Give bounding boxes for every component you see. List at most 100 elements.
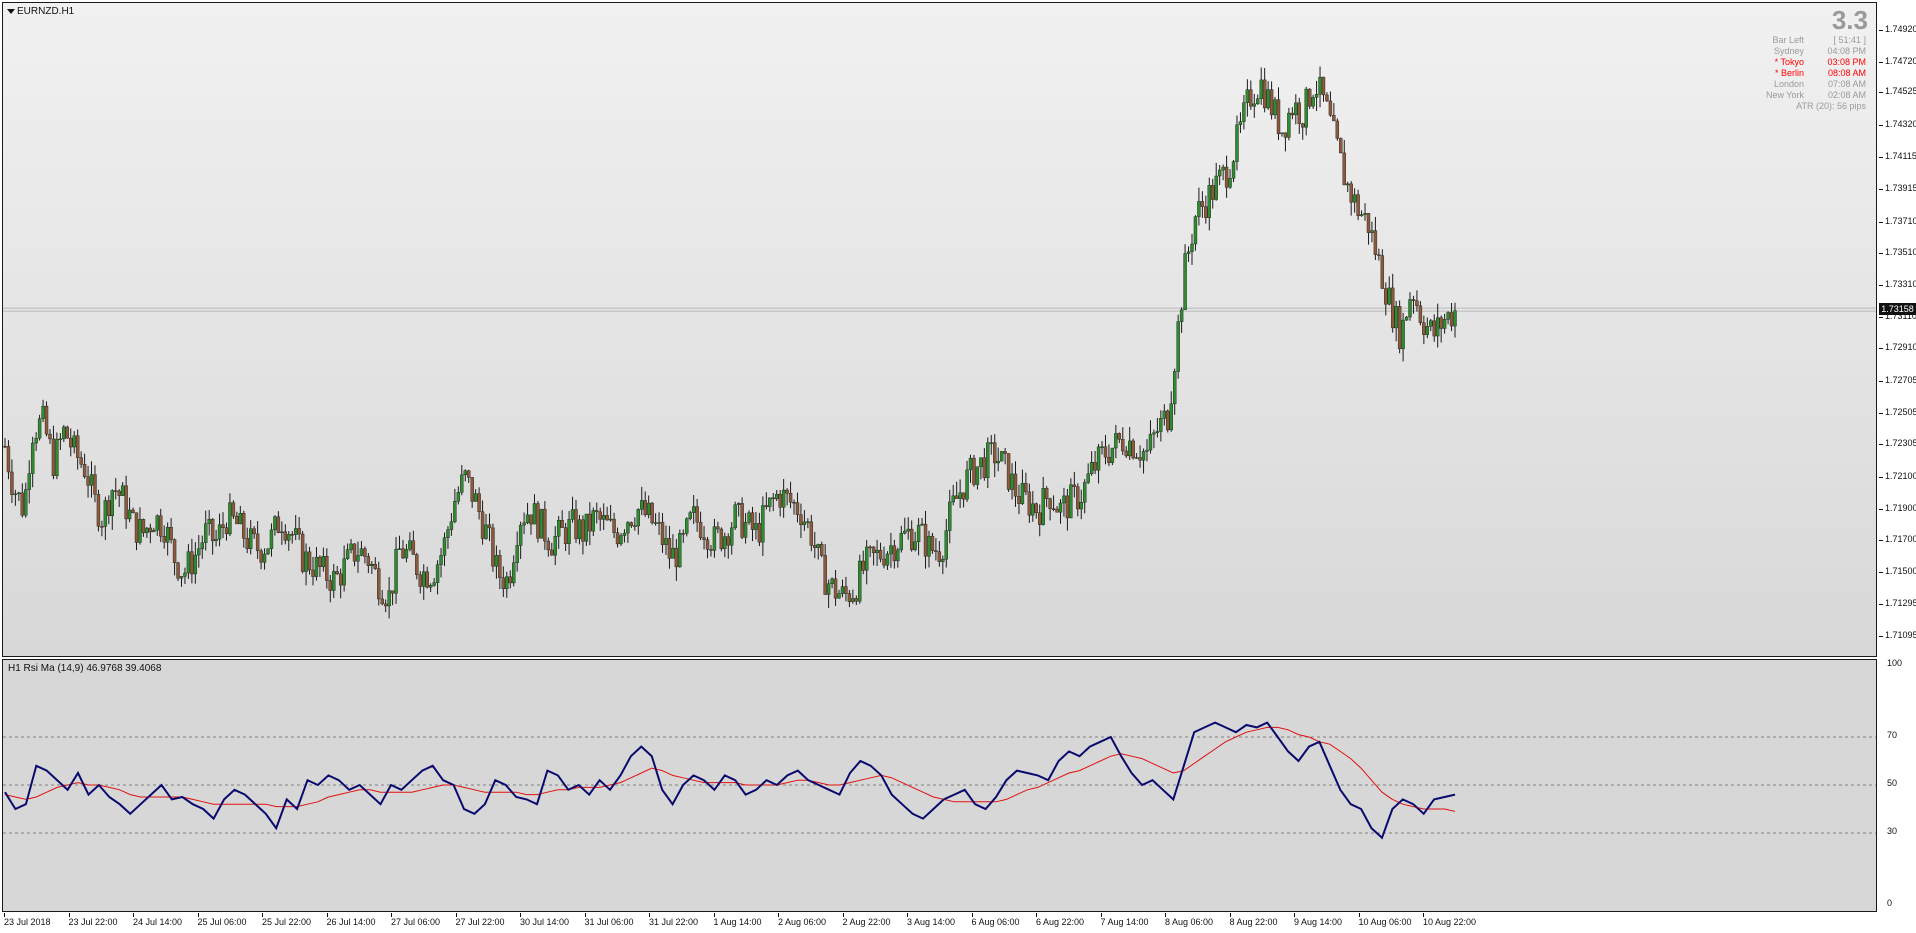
- rsi-tick-label: 30: [1887, 826, 1898, 836]
- candle-body: [1346, 183, 1350, 186]
- candle-body: [664, 538, 668, 545]
- candle-body: [1429, 320, 1433, 327]
- candle-body: [131, 509, 135, 513]
- price-chart-panel[interactable]: EURNZD.H1 3.3 Bar Left [ 51:41 ] Sydney 04:…: [2, 2, 1877, 657]
- time-axis[interactable]: 23 Jul 2018 23 Jul 22:00 24 Jul 14:00 25 Ju…: [2, 913, 1877, 933]
- candle-body: [598, 511, 602, 520]
- candle-body: [1044, 488, 1049, 499]
- candle-body: [695, 506, 699, 523]
- candle-body: [477, 493, 481, 512]
- candle-body: [975, 466, 980, 485]
- candle-body: [338, 573, 343, 586]
- candle-body: [304, 551, 308, 572]
- candle-body: [965, 469, 969, 500]
- candle-body: [802, 521, 807, 526]
- candle-body: [761, 505, 765, 543]
- candle-body: [1425, 326, 1430, 335]
- candle-body: [280, 531, 284, 534]
- candle-body: [681, 533, 685, 535]
- candle-body: [1183, 253, 1187, 311]
- candle-body: [1318, 76, 1322, 95]
- candle-body: [1221, 166, 1225, 171]
- time-tick-label: 25 Jul 06:00: [197, 913, 247, 927]
- time-tick-label: 31 Jul 22:00: [649, 913, 699, 927]
- candle-body: [1086, 473, 1090, 483]
- candle-body: [667, 538, 672, 559]
- candle-body: [491, 527, 495, 567]
- candle-body: [806, 521, 810, 524]
- candle-body: [172, 539, 177, 564]
- candle-body: [636, 509, 640, 527]
- candle-body: [1058, 502, 1063, 513]
- candle-body: [993, 442, 997, 464]
- time-tick-label: 1 Aug 14:00: [713, 913, 762, 927]
- candle-body: [920, 523, 924, 526]
- candle-body: [1307, 88, 1312, 107]
- candle-body: [383, 603, 388, 607]
- candle-body: [127, 509, 132, 520]
- candle-body: [377, 568, 381, 600]
- candle-body: [110, 490, 114, 517]
- candle-body: [349, 543, 353, 550]
- candle-body: [757, 523, 762, 543]
- candle-body: [138, 519, 142, 543]
- candle-body: [311, 569, 315, 577]
- candle-body: [577, 519, 582, 540]
- candle-body: [1096, 446, 1101, 471]
- candle-body: [982, 457, 987, 478]
- candle-body: [989, 442, 993, 444]
- time-tick-label: 2 Aug 22:00: [842, 913, 891, 927]
- candle-body: [674, 547, 679, 568]
- candle-body: [255, 533, 260, 552]
- candle-body: [882, 558, 886, 566]
- price-tick-label: 1.71295: [1879, 598, 1916, 609]
- candle-body: [1079, 502, 1083, 510]
- candle-body: [709, 549, 713, 551]
- candle-body: [176, 562, 180, 579]
- candle-body: [525, 514, 530, 524]
- candle-body: [1069, 484, 1073, 519]
- candle-body: [217, 524, 222, 540]
- price-tick-label: 1.71900: [1879, 502, 1916, 513]
- candle-body: [204, 523, 208, 543]
- session-row: * Tokyo 03:08 PM: [1766, 57, 1866, 68]
- candle-body: [736, 503, 741, 505]
- rsi-ma-line: [4, 726, 1456, 812]
- candle-body: [685, 518, 689, 534]
- rsi-axis[interactable]: 100 70 50 30 0: [1879, 658, 1916, 912]
- candle-body: [781, 489, 786, 508]
- candle-body: [1224, 166, 1229, 188]
- candle-body: [941, 559, 945, 562]
- candle-body: [1235, 124, 1239, 162]
- candle-body: [120, 485, 125, 496]
- price-axis[interactable]: 1.74920 1.74720 1.74525 1.74320 1.74115 1.739…: [1879, 2, 1916, 657]
- candle-body: [235, 515, 239, 525]
- candle-body: [816, 544, 820, 548]
- candle-body: [1294, 102, 1298, 116]
- session-time: 02:08 AM: [1827, 90, 1866, 100]
- candle-body: [937, 551, 942, 562]
- candle-body: [269, 529, 274, 549]
- candle-body: [927, 535, 931, 557]
- candle-body: [1273, 99, 1277, 116]
- candle-body: [830, 578, 834, 584]
- candle-body: [300, 533, 305, 572]
- candle-body: [775, 493, 779, 500]
- candle-body: [813, 545, 817, 548]
- candle-body: [1297, 102, 1301, 124]
- candle-body: [1394, 306, 1398, 329]
- rsi-indicator-panel[interactable]: H1 Rsi Ma (14,9) 46.9768 39.4068: [2, 659, 1877, 912]
- candle-body: [1010, 473, 1014, 490]
- candle-body: [221, 524, 225, 528]
- candle-body: [37, 418, 42, 439]
- candle-body: [425, 571, 429, 588]
- candle-body: [148, 527, 153, 533]
- time-tick-label: 6 Aug 22:00: [1036, 913, 1085, 927]
- candle-body: [1321, 76, 1326, 96]
- chevron-down-icon[interactable]: [7, 9, 15, 14]
- session-time: 03:08 PM: [1827, 57, 1866, 67]
- candle-body: [650, 502, 654, 524]
- candle-body: [785, 489, 789, 494]
- candle-body: [193, 554, 198, 575]
- candle-body: [1110, 447, 1115, 463]
